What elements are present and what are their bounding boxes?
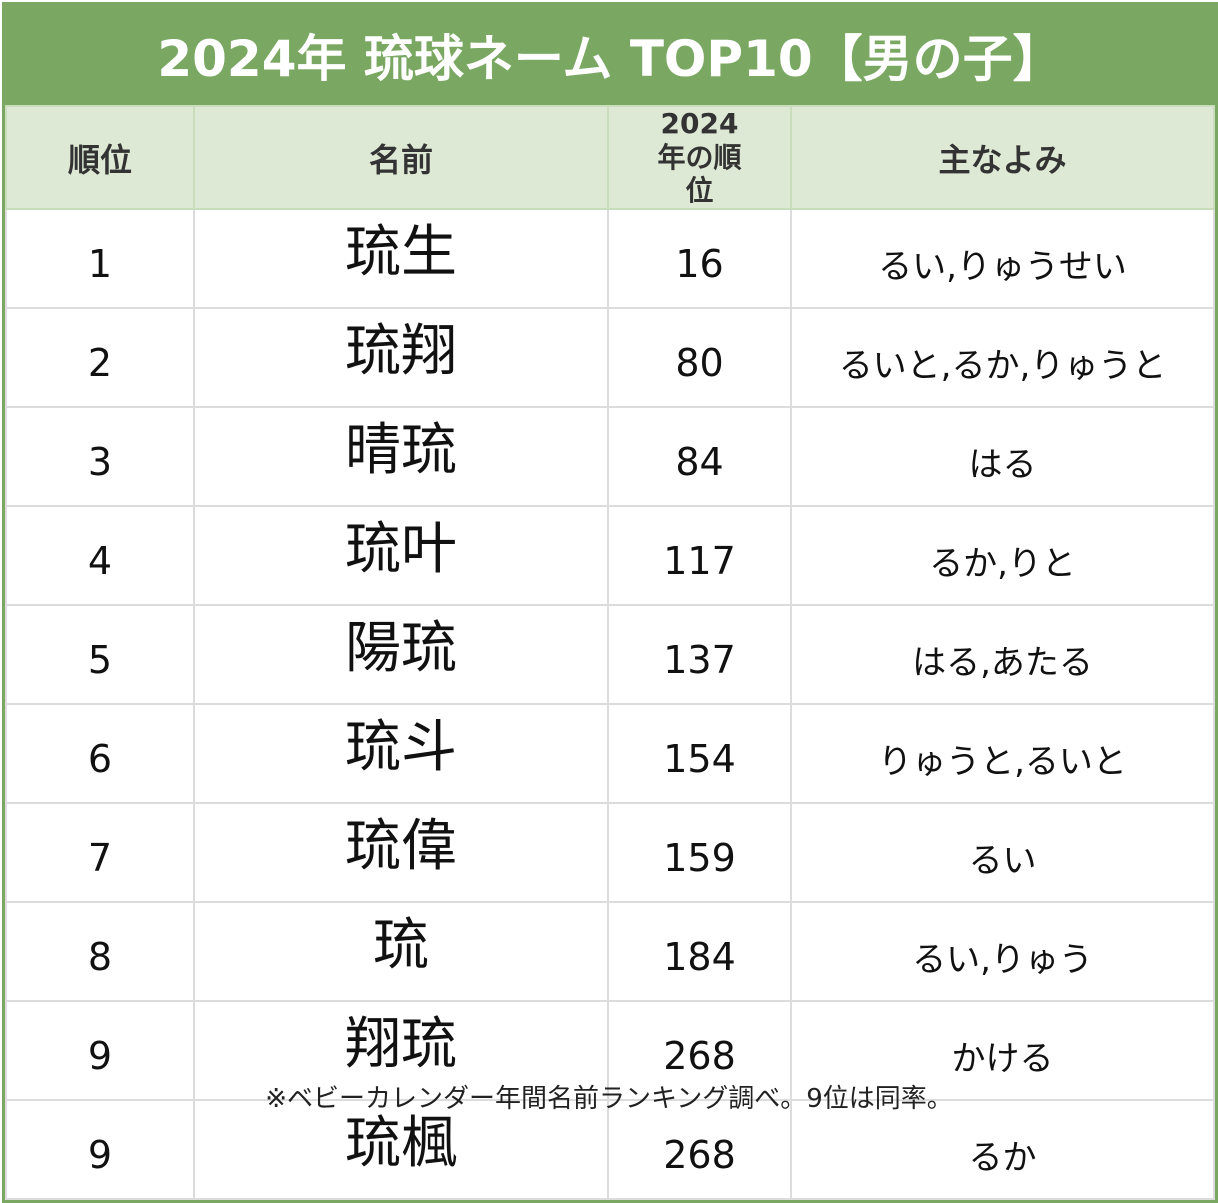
column-header-text: 名前: [368, 140, 433, 179]
rank-cell: 2: [5, 307, 195, 409]
previous-rank-cell: 268: [607, 1099, 792, 1201]
rank-cell: 3: [5, 406, 195, 508]
name-cell: 琉偉: [193, 802, 609, 904]
column-header-text: 2024年の順位: [657, 107, 742, 208]
previous-rank-cell: 159: [607, 802, 792, 904]
reading-cell: はる,あたる: [790, 604, 1215, 706]
ranking-table: 順位 名前 2024年の順位 主なよみ 1 琉生 16 るい,りゅうせい 2 琉翔 80 るいと,る…: [5, 104, 1215, 1201]
reading-cell: はる: [790, 406, 1215, 508]
reading-cell: りゅうと,るいと: [790, 703, 1215, 805]
table-row: 5 陽琉 137 はる,あたる: [5, 604, 1215, 706]
column-header: 順位: [5, 104, 195, 211]
header-row: 順位 名前 2024年の順位 主なよみ: [5, 104, 1215, 211]
column-header: 主なよみ: [790, 104, 1215, 211]
table-row: 9 琉楓 268 るか: [5, 1099, 1215, 1201]
previous-rank-cell: 16: [607, 208, 792, 310]
rank-cell: 7: [5, 802, 195, 904]
rank-cell: 6: [5, 703, 195, 805]
rank-cell: 9: [5, 1099, 195, 1201]
rank-cell: 4: [5, 505, 195, 607]
name-cell: 琉: [193, 901, 609, 1003]
rank-cell: 1: [5, 208, 195, 310]
title: 2024年 琉球ネーム TOP10【男の子】: [5, 5, 1215, 105]
table-row: 7 琉偉 159 るい: [5, 802, 1215, 904]
name-cell: 琉楓: [193, 1099, 609, 1201]
reading-cell: るい: [790, 802, 1215, 904]
previous-rank-cell: 184: [607, 901, 792, 1003]
reading-cell: るい,りゅうせい: [790, 208, 1215, 310]
table-row: 9 翔琉 268 かける: [5, 1000, 1215, 1102]
table-row: 3 晴琉 84 はる: [5, 406, 1215, 508]
name-cell: 陽琉: [193, 604, 609, 706]
table-row: 8 琉 184 るい,りゅう: [5, 901, 1215, 1003]
table-row: 2 琉翔 80 るいと,るか,りゅうと: [5, 307, 1215, 409]
previous-rank-cell: 137: [607, 604, 792, 706]
reading-cell: るか,りと: [790, 505, 1215, 607]
reading-cell: るい,りゅう: [790, 901, 1215, 1003]
name-cell: 琉斗: [193, 703, 609, 805]
column-header: 2024年の順位: [607, 104, 792, 211]
reading-cell: かける: [790, 1000, 1215, 1102]
name-cell: 琉翔: [193, 307, 609, 409]
table-row: 4 琉叶 117 るか,りと: [5, 505, 1215, 607]
table-body: 1 琉生 16 るい,りゅうせい 2 琉翔 80 るいと,るか,りゅうと 3 晴琉 84 はる 4 琉叶 1…: [5, 208, 1215, 1201]
column-header-text: 順位: [67, 140, 132, 179]
previous-rank-cell: 84: [607, 406, 792, 508]
footnote: ※ベビーカレンダー年間名前ランキング調べ。9位は同率。: [265, 1084, 953, 1114]
column-header-text: 主なよみ: [938, 140, 1067, 179]
name-cell: 琉叶: [193, 505, 609, 607]
name-cell: 翔琉: [193, 1000, 609, 1102]
name-cell: 晴琉: [193, 406, 609, 508]
name-cell: 琉生: [193, 208, 609, 310]
rank-cell: 8: [5, 901, 195, 1003]
previous-rank-cell: 154: [607, 703, 792, 805]
previous-rank-cell: 268: [607, 1000, 792, 1102]
table-row: 6 琉斗 154 りゅうと,るいと: [5, 703, 1215, 805]
reading-cell: るか: [790, 1099, 1215, 1201]
previous-rank-cell: 117: [607, 505, 792, 607]
rank-cell: 5: [5, 604, 195, 706]
column-header: 名前: [193, 104, 609, 211]
reading-cell: るいと,るか,りゅうと: [790, 307, 1215, 409]
previous-rank-cell: 80: [607, 307, 792, 409]
table-row: 1 琉生 16 るい,りゅうせい: [5, 208, 1215, 310]
rank-cell: 9: [5, 1000, 195, 1102]
